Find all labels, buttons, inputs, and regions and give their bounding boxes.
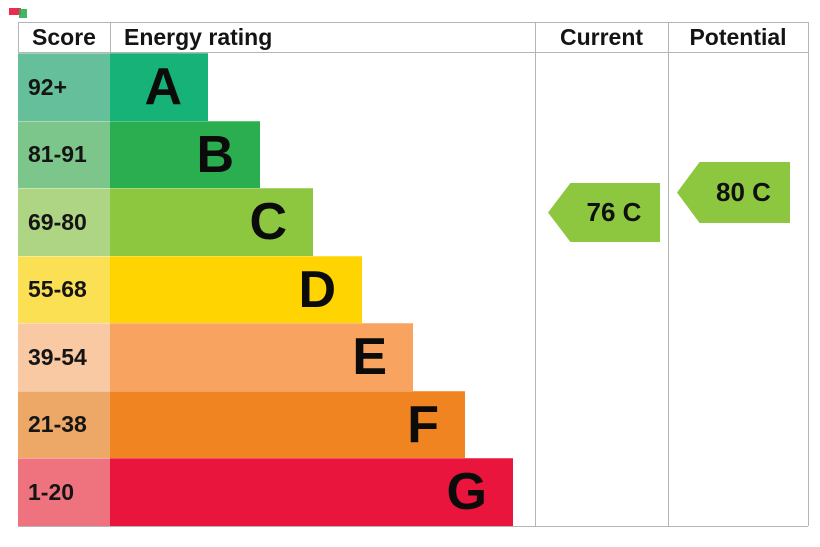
current-column-left-border (535, 22, 536, 526)
current-column-header: Current (559, 24, 644, 50)
score-column-header: Score (32, 24, 96, 50)
crop-artifact-red (9, 8, 21, 15)
table-right-border (808, 22, 809, 526)
rating-letter-c: C (249, 193, 287, 251)
score-range-label: 39-54 (28, 343, 87, 370)
score-range-label: 1-20 (28, 478, 75, 505)
score-cell-d: 55-68 (18, 256, 110, 323)
score-cell-c: 69-80 (18, 188, 110, 256)
energy-rating-column-header: Energy rating (124, 24, 273, 50)
score-range-label: 69-80 (28, 208, 87, 235)
score-range-label: 92+ (28, 73, 68, 100)
rating-letter-e: E (352, 328, 387, 386)
rating-bar-a: A (110, 53, 208, 121)
rating-letter-d: D (298, 260, 336, 319)
current-potential-divider (668, 22, 669, 526)
rating-letter-b: B (196, 125, 234, 184)
score-cell-b: 81-91 (18, 121, 110, 188)
rating-bar-c: C (110, 188, 313, 256)
rating-bar-g: G (110, 458, 513, 526)
score-cell-a: 92+ (18, 53, 110, 121)
rating-bar-f: F (110, 391, 465, 458)
score-cell-g: 1-20 (18, 458, 110, 526)
current-rating-label: 76 C (586, 197, 642, 227)
table-bottom-border (18, 526, 808, 527)
score-range-label: 81-91 (28, 141, 87, 167)
potential-rating-label: 80 C (716, 177, 771, 207)
score-cell-f: 21-38 (18, 391, 110, 458)
rating-letter-g: G (446, 463, 487, 521)
header-left-border (18, 22, 19, 52)
crop-artifact-green (19, 9, 27, 18)
current-rating-arrow: 76 C (548, 183, 660, 242)
score-cell-e: 39-54 (18, 323, 110, 391)
header-bottom-border (18, 52, 808, 53)
potential-rating-arrow: 80 C (677, 162, 790, 223)
rating-bar-e: E (110, 323, 413, 391)
rating-bar-b: B (110, 121, 260, 188)
score-range-label: 55-68 (28, 276, 87, 302)
rating-letter-f: F (407, 395, 439, 454)
rating-letter-a: A (144, 58, 182, 116)
rating-bar-d: D (110, 256, 362, 323)
table-top-border (18, 22, 808, 23)
potential-column-header: Potential (689, 24, 787, 50)
score-energy-divider (110, 22, 111, 52)
score-range-label: 21-38 (28, 411, 87, 437)
